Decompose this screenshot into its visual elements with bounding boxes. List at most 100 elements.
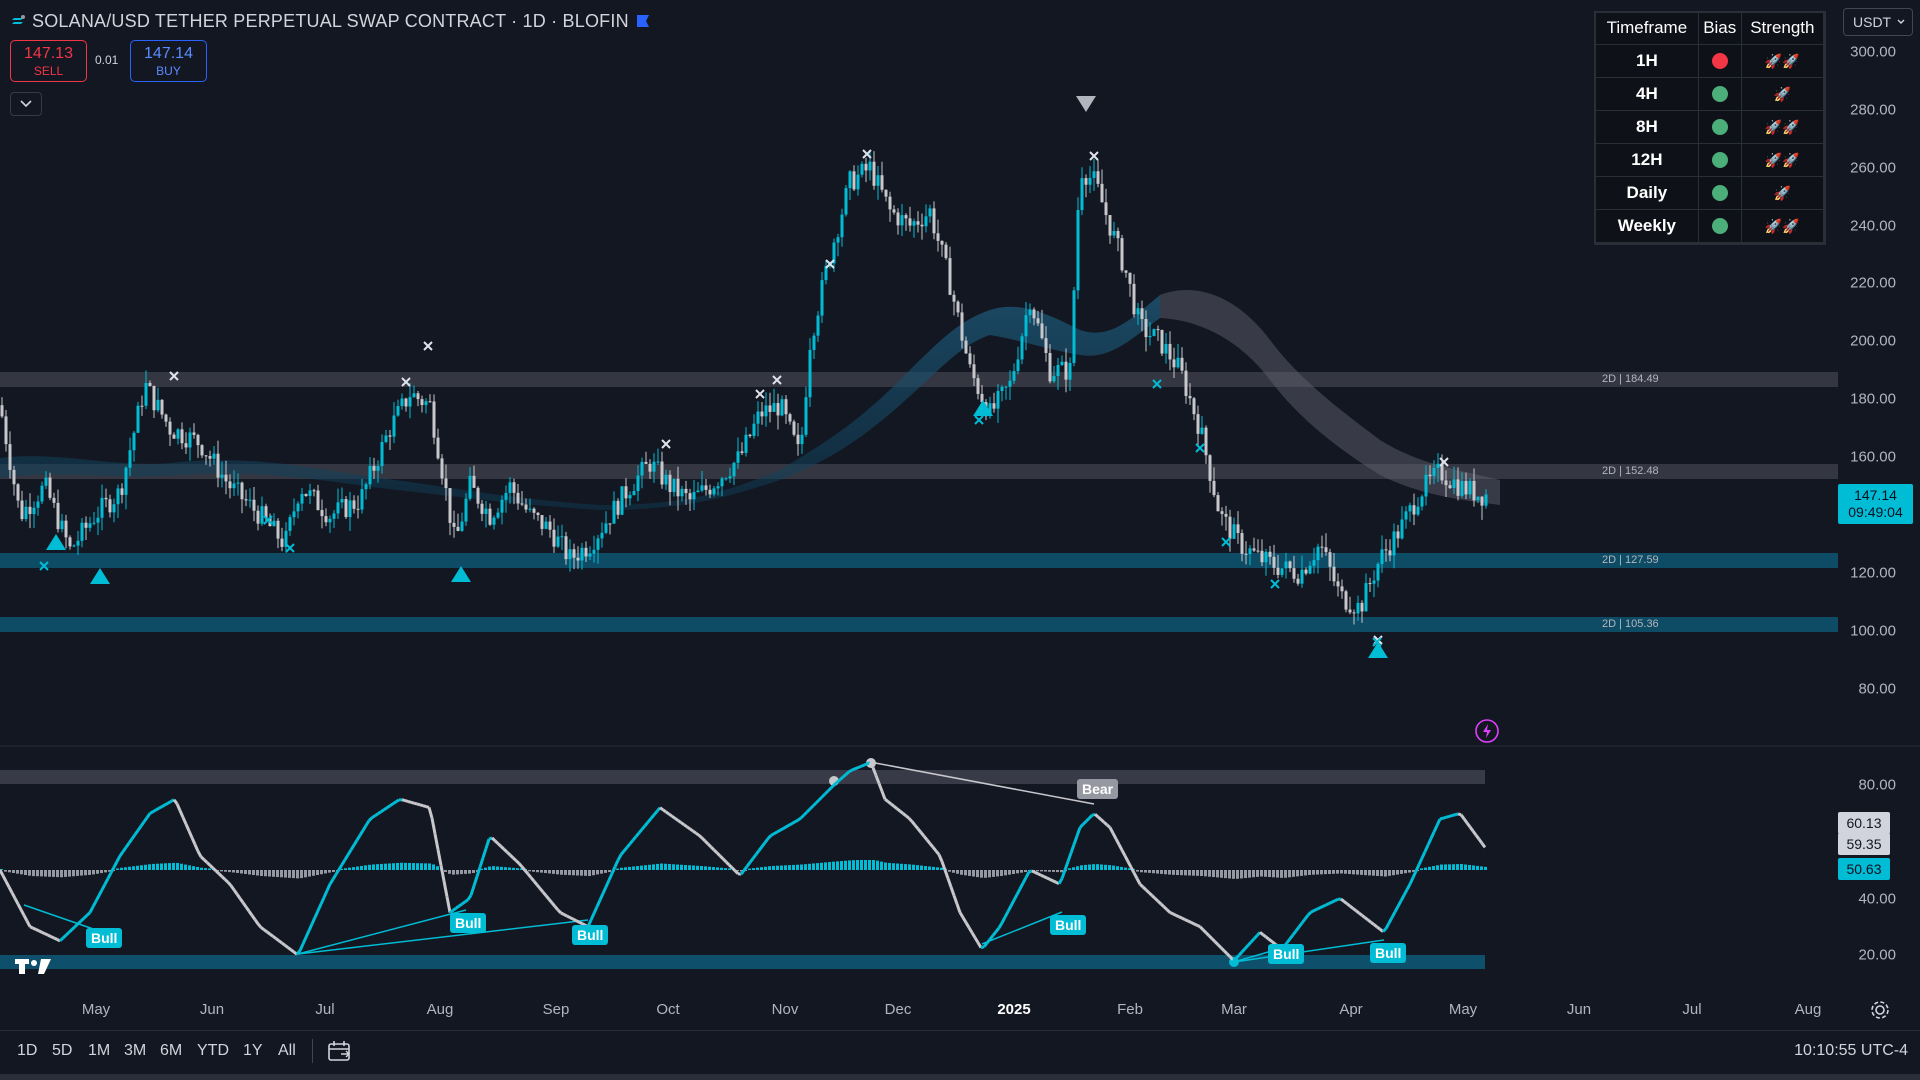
range-button-all[interactable]: All: [278, 1042, 296, 1059]
range-button-5d[interactable]: 5D: [52, 1042, 73, 1059]
histogram-bar: [52, 870, 55, 877]
oscillator-segment: [1432, 824, 1439, 833]
oscillator-segment: [493, 839, 500, 845]
bar-countdown: 09:49:04: [1848, 504, 1903, 520]
histogram-bar: [488, 866, 491, 870]
oscillator-segment: [1343, 900, 1348, 905]
candle-body: [1216, 495, 1220, 512]
oscillator-segment: [659, 806, 664, 812]
histogram-bar: [360, 865, 363, 870]
osc-overbought-band: [0, 770, 1485, 784]
histogram-bar: [152, 863, 155, 870]
histogram-bar: [916, 865, 919, 870]
range-button-ytd[interactable]: YTD: [197, 1042, 229, 1059]
histogram-bar: [1344, 870, 1347, 874]
histogram-bar: [1172, 870, 1175, 875]
oscillator-segment: [802, 810, 809, 817]
oscillator-segment: [695, 831, 700, 837]
oscillator-segment: [53, 936, 58, 941]
candle-body: [680, 488, 684, 497]
histogram-bar: [624, 867, 627, 870]
histogram-bar: [756, 867, 759, 870]
histogram-bar: [1336, 870, 1339, 874]
oscillator-segment: [211, 867, 218, 873]
histogram-bar: [508, 867, 511, 870]
symbol-title[interactable]: SOLANA/USD TETHER PERPETUAL SWAP CONTRAC…: [32, 10, 629, 31]
oscillator-segment: [877, 782, 884, 792]
histogram-bar: [1228, 870, 1231, 879]
tradingview-logo[interactable]: [14, 956, 54, 976]
candle-body: [1296, 578, 1300, 584]
spread-value: 0.01: [95, 53, 119, 67]
candle-body: [744, 434, 748, 453]
candle-body: [1476, 496, 1480, 501]
candle-body: [1336, 581, 1340, 587]
range-button-1y[interactable]: 1Y: [243, 1042, 263, 1059]
histogram-bar: [88, 870, 91, 875]
price-chart[interactable]: [0, 0, 1920, 1030]
oscillator-segment: [47, 933, 52, 938]
histogram-bar: [1012, 870, 1015, 874]
histogram-bar: [496, 866, 499, 870]
candle-body: [956, 301, 960, 313]
calendar-range-icon[interactable]: [327, 1040, 353, 1062]
candle-body: [484, 508, 488, 514]
oscillator-segment: [1165, 908, 1172, 914]
collapse-button[interactable]: [10, 92, 42, 116]
chart-header: SOLANA/USD TETHER PERPETUAL SWAP CONTRAC…: [12, 10, 651, 32]
histogram-bar: [40, 870, 43, 877]
histogram-bar: [444, 870, 447, 872]
candle-body: [912, 221, 916, 226]
histogram-bar: [876, 860, 879, 870]
zone-105: [0, 617, 1838, 632]
candle-body: [1180, 357, 1184, 371]
candle-body: [1308, 565, 1312, 574]
range-button-3m[interactable]: 3M: [124, 1042, 147, 1059]
buy-button[interactable]: 147.14 BUY: [130, 40, 207, 82]
candle-body: [1076, 210, 1080, 291]
clock[interactable]: 10:10:55 UTC-4: [1794, 1042, 1908, 1059]
candle-body: [208, 456, 212, 459]
oscillator-segment: [1097, 815, 1102, 821]
candle-body: [232, 483, 236, 489]
histogram-bar: [592, 870, 595, 876]
gear-icon[interactable]: [1869, 999, 1891, 1021]
histogram-bar: [160, 863, 163, 870]
range-button-1m[interactable]: 1M: [88, 1042, 111, 1059]
candle-body: [1368, 583, 1372, 585]
flag-icon[interactable]: [635, 13, 651, 29]
candle-body: [180, 429, 184, 444]
oscillator-segment: [1066, 852, 1073, 862]
candle-body: [936, 233, 940, 241]
oscillator-segment: [943, 869, 950, 879]
candle-body: [700, 485, 704, 491]
oscillator-segment: [1268, 938, 1273, 943]
oscillator-segment: [395, 798, 400, 804]
oscillator-segment: [1259, 931, 1264, 936]
oscillator-segment: [1381, 927, 1388, 933]
oscillator-segment: [785, 823, 790, 829]
oscillator-segment: [811, 801, 818, 808]
oscillator-segment: [155, 806, 160, 812]
histogram-bar: [264, 870, 267, 877]
range-button-6m[interactable]: 6M: [160, 1042, 183, 1059]
candle-body: [660, 461, 664, 485]
histogram-bar: [436, 866, 439, 870]
histogram-bar: [140, 865, 143, 870]
candle-body: [200, 445, 204, 456]
currency-selector[interactable]: USDT: [1843, 8, 1913, 36]
oscillator-segment: [1123, 855, 1130, 863]
candle-body: [272, 520, 276, 527]
rocket-icon: 🚀🚀: [1764, 151, 1800, 168]
candle-body: [1400, 519, 1404, 539]
sell-button[interactable]: 147.13 SELL: [10, 40, 87, 82]
oscillator-segment: [310, 916, 317, 925]
oscillator-segment: [598, 892, 605, 901]
oscillator-segment: [1271, 940, 1276, 946]
oscillator-segment: [616, 853, 623, 861]
candle-body: [684, 488, 688, 494]
range-button-1d[interactable]: 1D: [17, 1042, 38, 1059]
histogram-bar: [788, 865, 791, 870]
oscillator-segment: [517, 862, 524, 868]
lightning-icon[interactable]: [1474, 718, 1500, 744]
